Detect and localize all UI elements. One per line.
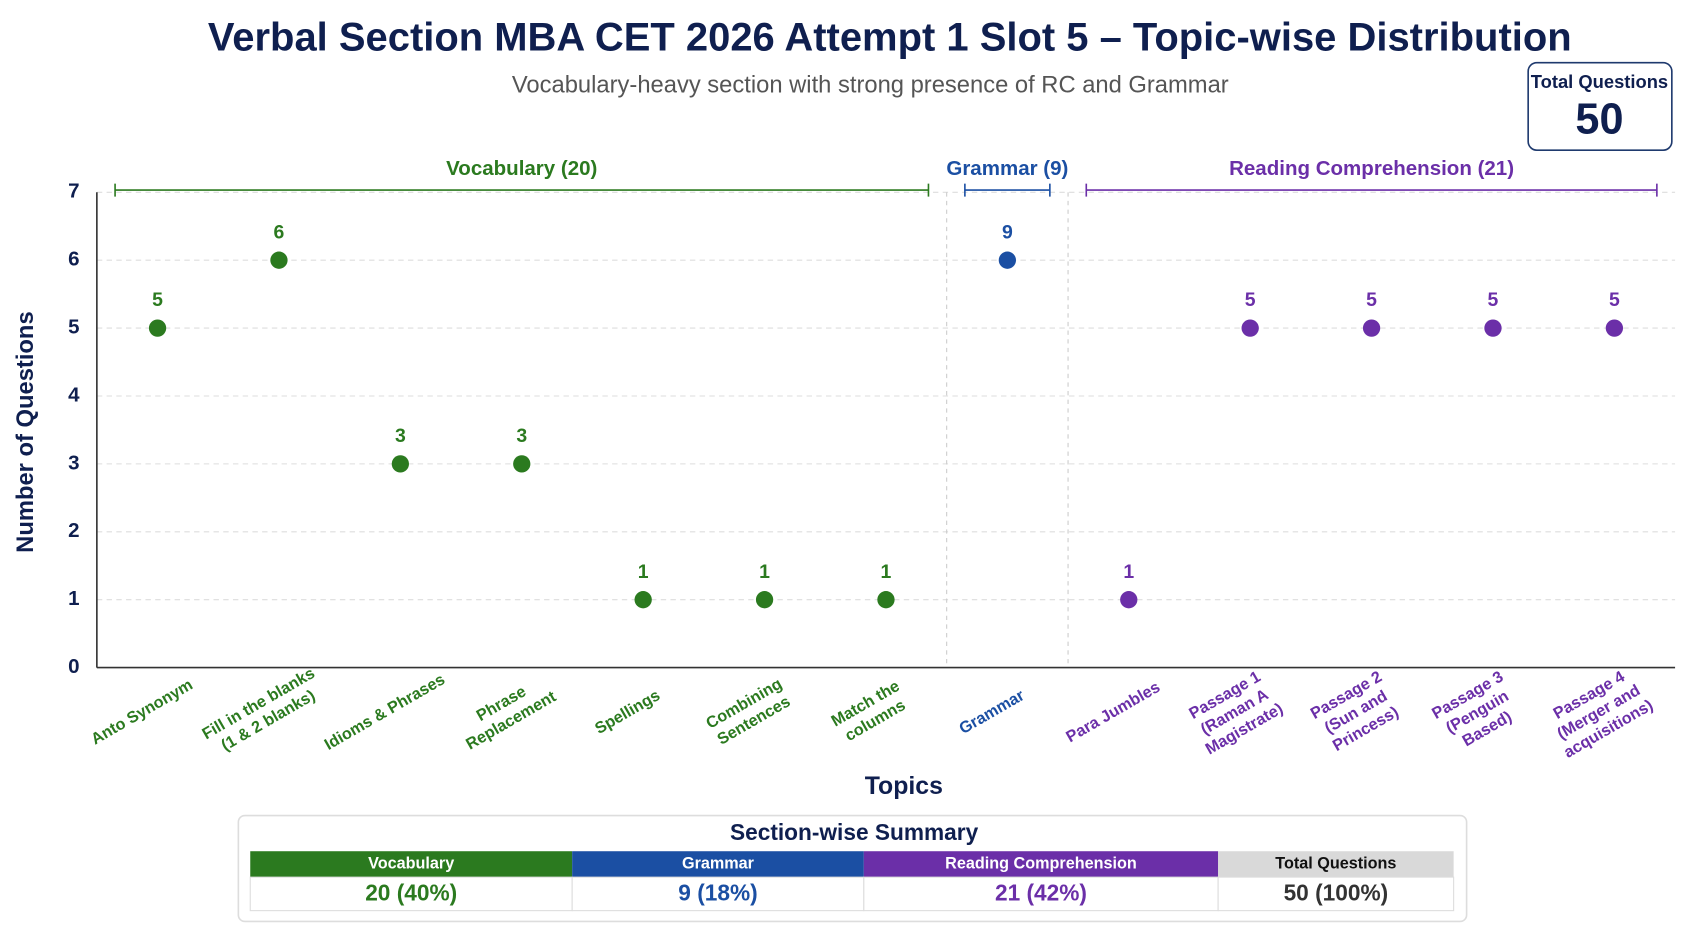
summary-value-cell xyxy=(571,876,865,912)
y-tick-label: 0 xyxy=(68,655,79,678)
y-axis-title: Number of Questions xyxy=(12,311,39,552)
data-label: 3 xyxy=(516,425,527,447)
data-point xyxy=(391,455,410,473)
data-point xyxy=(755,591,774,609)
data-point xyxy=(513,455,531,473)
data-point xyxy=(1362,319,1381,337)
x-tick-label: Grammar xyxy=(956,686,1028,738)
x-tick-label: Passage 4(Merger andacquisitions) xyxy=(1541,663,1656,762)
summary-header: Grammar xyxy=(682,854,755,872)
data-label: 3 xyxy=(395,425,406,447)
data-point xyxy=(1241,319,1259,337)
y-tick-label: 7 xyxy=(68,180,79,203)
y-tick-label: 3 xyxy=(68,451,79,474)
data-label: 5 xyxy=(152,289,163,311)
chart-subtitle: Vocabulary-heavy section with strong pre… xyxy=(512,72,1229,99)
x-tick-label: PhraseReplacement xyxy=(453,671,560,754)
summary-header: Total Questions xyxy=(1275,854,1396,872)
summary-value-cell xyxy=(249,876,573,912)
data-label: 6 xyxy=(274,221,285,243)
summary-title: Section-wise Summary xyxy=(730,819,979,845)
data-point xyxy=(877,591,895,609)
summary-header: Reading Comprehension xyxy=(945,854,1137,872)
x-tick-label: Passage 2(Sun andPrincess) xyxy=(1308,668,1405,757)
x-tick-label: Para Jumbles xyxy=(1063,678,1163,746)
x-tick-label: Match thecolumns xyxy=(828,677,912,747)
x-axis-title: Topics xyxy=(865,773,943,800)
data-point xyxy=(1484,319,1502,337)
y-tick-label: 1 xyxy=(68,587,79,610)
y-tick-label: 4 xyxy=(68,383,80,406)
x-tick-label: Passage 3(PenguinBased) xyxy=(1429,668,1526,757)
data-label: 5 xyxy=(1366,289,1377,311)
data-label: 1 xyxy=(759,561,770,583)
x-tick-label: Idioms & Phrases xyxy=(322,671,449,755)
chart-title: Verbal Section MBA CET 2026 Attempt 1 Sl… xyxy=(208,16,1572,60)
summary-value-cell xyxy=(1217,876,1455,912)
summary-header-cell xyxy=(863,851,1219,878)
total-label: Total Questions xyxy=(1531,71,1668,92)
data-label: 1 xyxy=(638,561,649,583)
data-point xyxy=(148,319,167,337)
y-tick-label: 6 xyxy=(68,248,79,271)
data-label: 5 xyxy=(1609,289,1620,311)
data-label: 1 xyxy=(1123,561,1134,583)
data-label: 9 xyxy=(1002,221,1013,243)
y-tick-label: 5 xyxy=(68,316,79,339)
data-point xyxy=(1120,591,1138,609)
total-box xyxy=(1527,61,1673,151)
data-label: 5 xyxy=(1245,289,1256,311)
total-value: 50 xyxy=(1575,95,1623,143)
group-label: Reading Comprehension (21) xyxy=(1229,157,1514,180)
data-point xyxy=(1605,319,1624,337)
summary-header: Vocabulary xyxy=(368,854,454,872)
data-point xyxy=(634,591,652,609)
x-tick-label: Fill in the blanks(1 & 2 blanks) xyxy=(199,664,328,760)
x-tick-label: Passage 1(Raman AMagistrate) xyxy=(1183,666,1286,758)
summary-value: 21 (42%) xyxy=(995,879,1087,905)
data-label: 5 xyxy=(1488,289,1499,311)
group-label: Grammar (9) xyxy=(946,157,1068,180)
x-tick-label: Spellings xyxy=(592,687,663,739)
group-label: Vocabulary (20) xyxy=(446,157,597,180)
data-point xyxy=(270,251,288,269)
x-tick-label: CombiningSentences xyxy=(703,675,795,750)
data-label: 1 xyxy=(881,561,892,583)
summary-header-cell xyxy=(250,851,573,878)
summary-value: 9 (18%) xyxy=(678,879,757,905)
summary-value: 50 (100%) xyxy=(1284,879,1389,905)
summary-header-cell xyxy=(1218,851,1454,878)
summary-header-cell xyxy=(572,851,864,878)
x-tick-label: Anto Synonym xyxy=(88,676,196,749)
data-point xyxy=(998,251,1017,269)
summary-value-cell xyxy=(863,876,1219,912)
y-tick-label: 2 xyxy=(68,519,79,542)
summary-value: 20 (40%) xyxy=(365,879,457,905)
